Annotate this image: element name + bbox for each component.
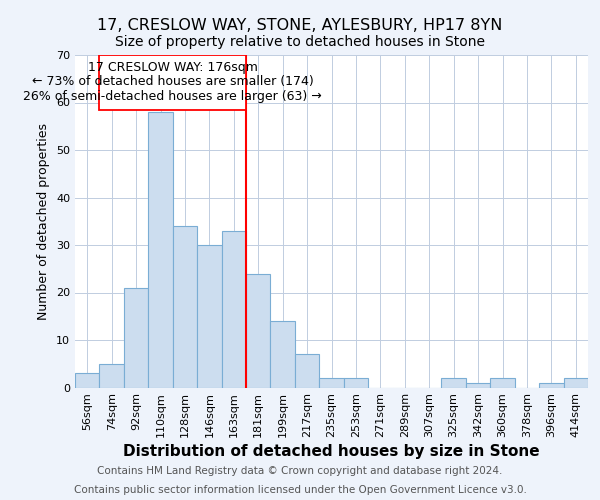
Bar [271, 321, 295, 388]
Bar [148, 112, 173, 388]
Text: Contains HM Land Registry data © Crown copyright and database right 2024.: Contains HM Land Registry data © Crown c… [97, 466, 503, 476]
Text: 26% of semi-detached houses are larger (63) →: 26% of semi-detached houses are larger (… [23, 90, 322, 103]
Bar [100, 364, 124, 388]
Text: ← 73% of detached houses are smaller (174): ← 73% of detached houses are smaller (17… [32, 76, 314, 88]
Bar [124, 288, 148, 388]
Bar [173, 226, 197, 388]
Bar [490, 378, 515, 388]
Text: 17 CRESLOW WAY: 176sqm: 17 CRESLOW WAY: 176sqm [88, 60, 257, 74]
X-axis label: Distribution of detached houses by size in Stone: Distribution of detached houses by size … [123, 444, 540, 460]
Text: Contains public sector information licensed under the Open Government Licence v3: Contains public sector information licen… [74, 485, 526, 495]
Bar [344, 378, 368, 388]
Bar [466, 383, 490, 388]
Text: Size of property relative to detached houses in Stone: Size of property relative to detached ho… [115, 35, 485, 49]
Bar [246, 274, 271, 388]
Bar [221, 231, 246, 388]
Y-axis label: Number of detached properties: Number of detached properties [37, 122, 50, 320]
Bar [319, 378, 344, 388]
Text: 17, CRESLOW WAY, STONE, AYLESBURY, HP17 8YN: 17, CRESLOW WAY, STONE, AYLESBURY, HP17 … [97, 18, 503, 32]
FancyBboxPatch shape [100, 55, 246, 110]
Bar [75, 373, 100, 388]
Bar [197, 245, 221, 388]
Bar [295, 354, 319, 388]
Bar [442, 378, 466, 388]
Bar [539, 383, 563, 388]
Bar [563, 378, 588, 388]
